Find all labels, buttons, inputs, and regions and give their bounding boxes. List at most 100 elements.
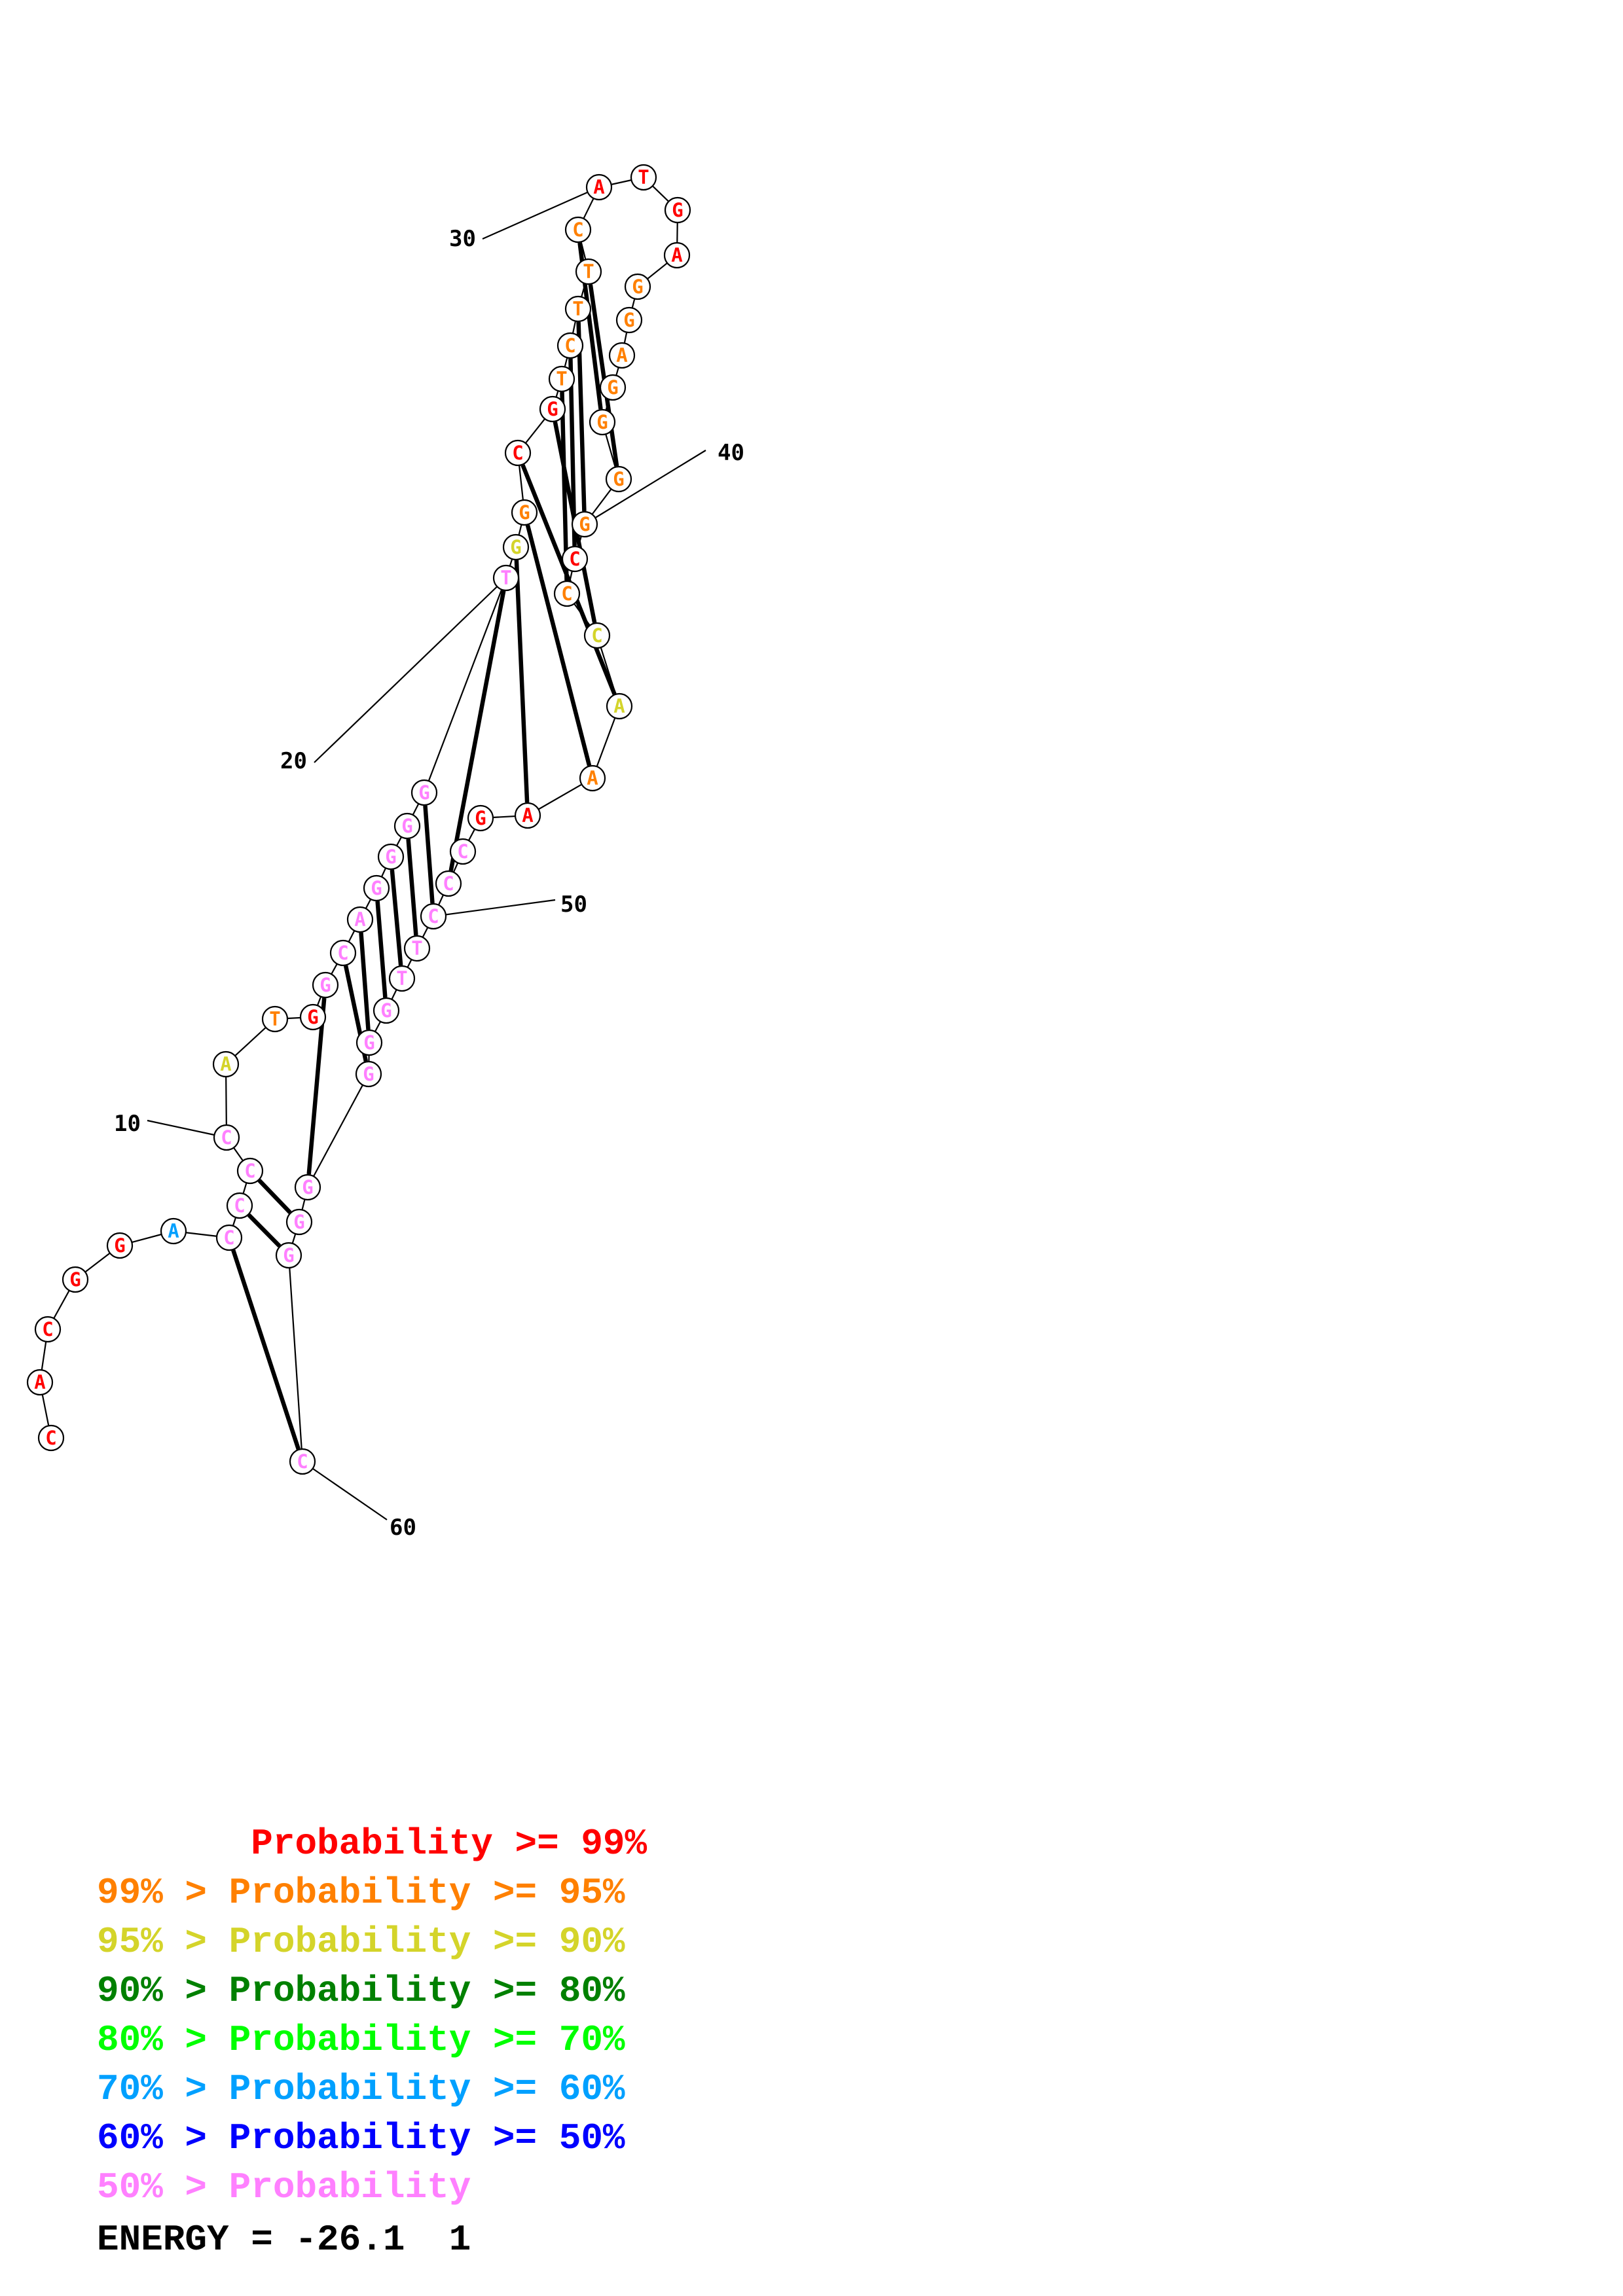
nucleotide-circle xyxy=(388,965,416,992)
nucleotide-circle xyxy=(213,1124,240,1151)
nucleotide: G xyxy=(615,306,643,334)
nucleotide-letter: T xyxy=(500,567,511,589)
base-pair-bonds xyxy=(231,242,619,1450)
nucleotide: C xyxy=(289,1448,316,1475)
nucleotide: T xyxy=(403,935,431,962)
nucleotide-circle xyxy=(215,1224,243,1251)
nucleotide: G xyxy=(571,511,598,538)
nucleotide-circle xyxy=(160,1217,187,1245)
nucleotide-letter: G xyxy=(579,513,590,535)
nucleotide-letter: C xyxy=(569,548,580,570)
nucleotide-letter: G xyxy=(319,974,331,996)
nucleotide-circle xyxy=(275,1242,302,1269)
nucleotide: G xyxy=(106,1232,134,1259)
nucleotide-letter: G xyxy=(475,807,486,829)
nucleotide-circle xyxy=(299,1003,327,1031)
nucleotide-circle xyxy=(106,1232,134,1259)
base-pair-bond xyxy=(359,932,371,1030)
legend-lines: Probability >= 99% 99% > Probability >= … xyxy=(97,1820,647,2212)
nucleotide: A xyxy=(608,342,636,369)
base-pair-bond xyxy=(560,391,569,581)
nucleotide-circle xyxy=(564,295,592,323)
nucleotide: C xyxy=(236,1157,264,1185)
nucleotide: C xyxy=(564,216,592,243)
nucleotide: T xyxy=(388,965,416,992)
nucleotide: T xyxy=(564,295,592,323)
nucleotide: G xyxy=(599,374,627,401)
base-pair-bond xyxy=(525,524,592,766)
nucleotide: G xyxy=(299,1003,327,1031)
nucleotide-circle xyxy=(294,1174,321,1201)
position-tick-line xyxy=(314,577,507,763)
nucleotide: C xyxy=(553,580,581,607)
nucleotide-letter: G xyxy=(672,199,683,221)
base-pair-bond xyxy=(568,358,577,547)
nucleotide: A xyxy=(212,1050,240,1078)
position-tick-line xyxy=(433,899,556,918)
position-tick-line xyxy=(302,1461,388,1520)
nucleotide: G xyxy=(275,1242,302,1269)
base-pair-bond xyxy=(588,284,619,467)
nucleotide: A xyxy=(579,764,606,792)
nucleotide: G xyxy=(393,812,421,840)
nucleotide-circle xyxy=(579,764,606,792)
nucleotide: G xyxy=(605,465,632,493)
base-pair-bond xyxy=(390,869,403,966)
nucleotide: G xyxy=(377,843,405,870)
nucleotide-letter: C xyxy=(223,1227,234,1249)
nucleotide-letter: G xyxy=(363,1031,374,1054)
nucleotide-letter: C xyxy=(42,1318,53,1340)
base-pair-bond xyxy=(247,1213,282,1248)
nucleotide-letter: G xyxy=(69,1268,81,1291)
base-pair-bond xyxy=(514,560,530,803)
position-tick-label: 10 xyxy=(114,1111,141,1137)
nucleotide-letter: G xyxy=(302,1176,313,1198)
nucleotide: C xyxy=(420,903,447,930)
legend-line-8: 50% > Probability xyxy=(97,2166,471,2208)
nucleotide: C xyxy=(561,545,589,573)
nucleotide-circle xyxy=(599,374,627,401)
nucleotide: G xyxy=(62,1266,89,1293)
nucleotide-circle xyxy=(514,802,541,829)
nucleotide-circle xyxy=(37,1424,65,1452)
energy-value: ENERGY = -26.1 1 xyxy=(97,2219,471,2261)
nucleotide-letter: C xyxy=(561,583,572,605)
nucleotide-letter: C xyxy=(564,334,575,357)
nucleotide-circle xyxy=(261,1005,289,1033)
nucleotide: A xyxy=(663,242,691,269)
nucleotide: C xyxy=(449,838,477,865)
nucleotide-circle xyxy=(285,1208,313,1236)
nucleotide-letter: C xyxy=(337,942,348,964)
nucleotide-letter: T xyxy=(269,1008,280,1030)
position-tick-label: 40 xyxy=(718,440,744,466)
nucleotide: A xyxy=(585,173,613,201)
nucleotide-letter: G xyxy=(283,1244,294,1266)
nucleotide-circle xyxy=(329,939,357,967)
nucleotide: G xyxy=(511,499,538,526)
nucleotide-letter: G xyxy=(596,411,608,433)
nucleotide-circle xyxy=(34,1316,62,1343)
nucleotide: C xyxy=(583,622,611,649)
legend-line-5: 80% > Probability >= 70% xyxy=(97,2019,625,2061)
nucleotide-circle xyxy=(62,1266,89,1293)
nucleotide-circle xyxy=(511,499,538,526)
nucleotide-circle xyxy=(615,306,643,334)
nucleotide: T xyxy=(630,164,657,191)
nucleotide: C xyxy=(213,1124,240,1151)
nucleotide-letter: A xyxy=(593,176,604,198)
position-tick-label: 30 xyxy=(449,226,476,252)
nucleotide: G xyxy=(312,971,339,999)
nucleotide-circle xyxy=(435,870,462,897)
nucleotide-letter: G xyxy=(632,276,643,298)
nucleotide-circle xyxy=(564,216,592,243)
nucleotide-circle xyxy=(605,465,632,493)
nucleotide-circle xyxy=(363,874,390,902)
nucleotide-letter: A xyxy=(613,695,625,717)
nucleotide-letter: A xyxy=(671,244,682,266)
nucleotide-circle xyxy=(539,395,566,423)
nucleotide-letter: A xyxy=(354,908,365,931)
nucleotide: A xyxy=(160,1217,187,1245)
nucleotide-circle xyxy=(575,258,602,285)
nucleotide: T xyxy=(548,365,575,393)
